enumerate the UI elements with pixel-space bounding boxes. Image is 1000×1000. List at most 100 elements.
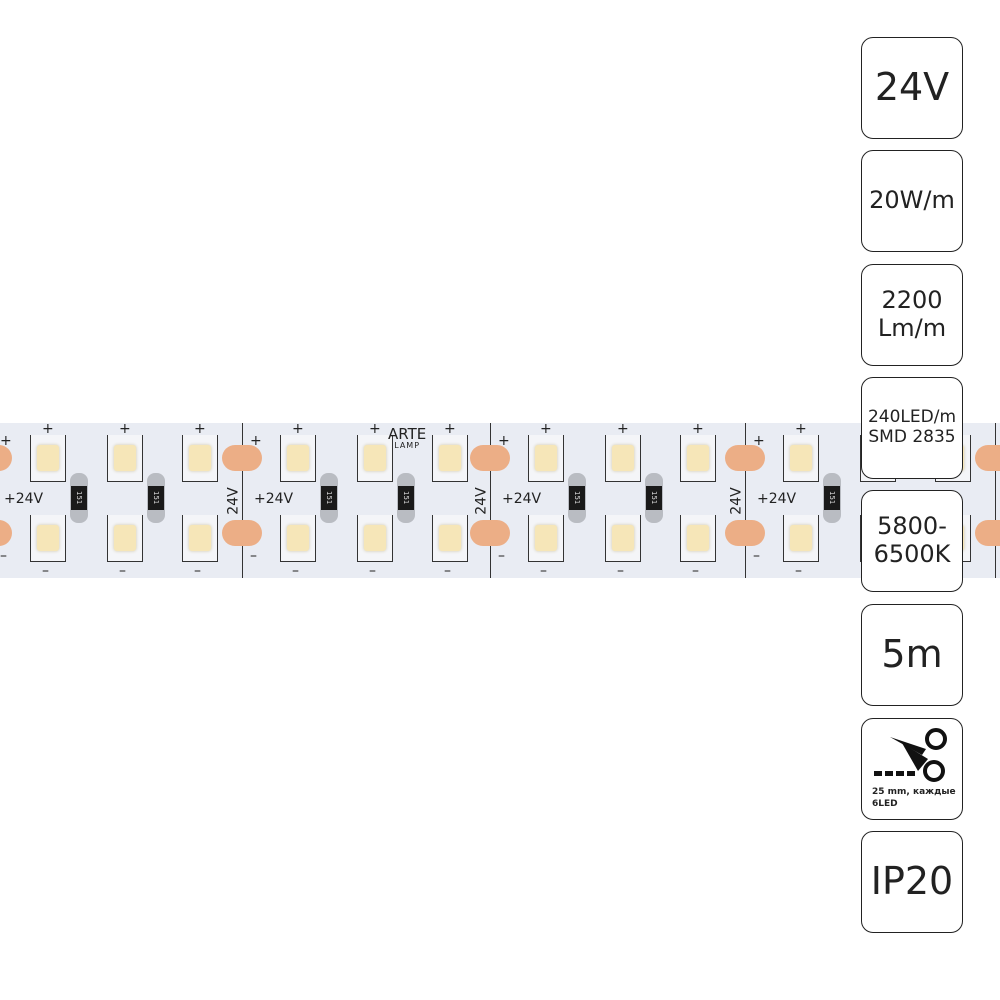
spec-led-density: 240LED/m SMD 2835 [861,377,963,479]
resistor [397,473,415,523]
minus-mark: – [617,563,624,578]
smd-led [107,435,143,482]
solder-pad [470,520,510,546]
spec-text: 2200 [881,286,943,315]
smd-led [680,515,716,562]
brand-top: ARTE [388,425,427,443]
smd-led [680,435,716,482]
smd-led [357,515,393,562]
spec-text: 6LED [872,798,898,809]
solder-pad [470,445,510,471]
smd-led [280,435,316,482]
plus-mark: + [540,423,552,437]
smd-led [432,515,468,562]
plus-mark: + [42,423,54,437]
minus-mark: – [369,563,376,578]
minus-mark: – [498,548,505,564]
plus-mark: + [617,423,629,437]
smd-led [605,515,641,562]
smd-led [432,435,468,482]
minus-mark: – [795,563,802,578]
spec-luminous-flux: 2200 Lm/m [861,264,963,366]
cut-line [242,423,243,578]
polarity-label: +24V [757,491,797,507]
resistor [645,473,663,523]
cut-line [995,423,996,578]
spec-text: 20W/m [869,186,955,215]
scissors-cut-icon [874,728,947,782]
spec-text: 5800- [877,512,947,541]
spec-power: 20W/m [861,150,963,252]
resistor [568,473,586,523]
plus-mark: + [194,423,206,437]
spec-ip-rating: IP20 [861,831,963,933]
spec-text: IP20 [870,859,954,904]
minus-mark: – [250,548,257,564]
spec-cut-interval: 25 mm, каждые 6LED [861,718,963,820]
polarity-label: +24V [502,491,542,507]
voltage-label: 24V [728,487,745,515]
smd-led [280,515,316,562]
smd-led [30,515,66,562]
minus-mark: – [194,563,201,578]
resistor [147,473,165,523]
solder-pad [222,520,262,546]
solder-pad [725,445,765,471]
solder-pad [975,445,1000,471]
brand-logo: ARTE LAMP [388,427,426,450]
smd-led [107,515,143,562]
smd-led [783,515,819,562]
plus-mark: + [250,433,262,449]
spec-text: 5m [881,632,943,677]
minus-mark: – [444,563,451,578]
smd-led [182,515,218,562]
spec-text: 25 mm, каждые [872,787,956,797]
solder-pad [0,445,12,471]
plus-mark: + [444,423,456,437]
spec-text: 6500K [873,540,951,568]
solder-pad [222,445,262,471]
minus-mark: – [692,563,699,578]
plus-mark: + [795,423,807,437]
spec-length: 5m [861,604,963,706]
smd-led [528,435,564,482]
minus-mark: – [0,548,7,564]
plus-mark: + [692,423,704,437]
minus-mark: – [119,563,126,578]
solder-pad [0,520,12,546]
voltage-label: 24V [225,487,242,515]
plus-mark: + [369,423,381,437]
solder-pad [725,520,765,546]
smd-led [528,515,564,562]
plus-mark: + [753,433,765,449]
plus-mark: + [119,423,131,437]
brand-bottom: LAMP [394,441,421,450]
voltage-label: 24V [473,487,490,515]
minus-mark: – [540,563,547,578]
smd-led [605,435,641,482]
plus-mark: + [0,433,12,449]
spec-text: 240LED/m [867,407,957,428]
resistor [320,473,338,523]
spec-text: SMD 2835 [868,427,956,447]
minus-mark: – [42,563,49,578]
spec-voltage: 24V [861,37,963,139]
resistor [70,473,88,523]
spec-text: 24V [874,65,950,110]
polarity-label: +24V [4,491,44,507]
spec-text: Lm/m [877,314,947,342]
smd-led [30,435,66,482]
solder-pad [975,520,1000,546]
plus-mark: + [498,433,510,449]
smd-led [357,435,393,482]
cut-line [745,423,746,578]
smd-led [783,435,819,482]
led-strip-image: + – +24V 24V + – + – + – + – +24V 24V + – + – + – + – +24V 24V +… [0,423,1000,578]
plus-mark: + [292,423,304,437]
minus-mark: – [753,548,760,564]
polarity-label: +24V [254,491,294,507]
resistor [823,473,841,523]
minus-mark: – [292,563,299,578]
spec-color-temperature: 5800- 6500K [861,490,963,592]
smd-led [182,435,218,482]
